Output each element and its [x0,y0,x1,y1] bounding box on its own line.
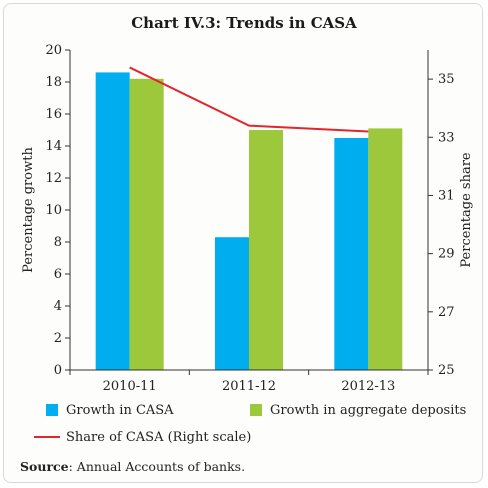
source-text: : Annual Accounts of banks. [68,459,246,474]
chart-frame: Chart IV.3: Trends in CASA 0 2 4 6 8 10 12 14 16… [3,3,483,483]
left-tick-label: 8 [54,235,62,250]
legend-item-deposits-swatch [250,404,262,416]
legend-item-casa-swatch [46,404,58,416]
source-note: Source: Annual Accounts of banks. [20,459,245,474]
bar-growth-casa [95,72,130,371]
bar-growth-deposits [129,78,164,371]
right-tick-label: 35 [438,72,455,87]
right-tick-label: 33 [438,130,455,145]
y2-axis-title: Percentage share [459,152,474,268]
right-tick-label: 31 [438,188,455,203]
legend: Growth in CASA Growth in aggregate deposi… [34,403,466,445]
legend-item-share-label: Share of CASA (Right scale) [66,430,251,445]
source-label: Source [20,459,69,474]
right-tick-label: 29 [438,247,455,262]
right-tick-label: 27 [438,305,455,320]
left-tick-label: 20 [45,43,62,58]
bar-growth-casa [334,138,369,370]
left-tick-label: 2 [54,331,62,346]
left-tick-label: 12 [45,171,62,186]
left-tick-label: 4 [54,299,62,314]
bars [95,72,403,371]
y-axis-title: Percentage growth [21,147,36,273]
x-tick-label: 2010-11 [103,379,157,394]
right-axis: 25 27 29 31 33 35 [427,50,455,378]
left-tick-label: 14 [45,139,62,154]
left-tick-label: 10 [45,203,62,218]
legend-item-casa-label: Growth in CASA [66,403,174,418]
left-axis: 0 2 4 6 8 10 12 14 16 18 20 [45,43,71,378]
x-tick-label: 2011-12 [222,379,276,394]
share-line [129,66,369,133]
bar-growth-deposits [368,128,403,370]
bar-growth-casa [215,237,249,370]
left-tick-label: 16 [45,107,62,122]
left-tick-label: 6 [54,267,62,282]
left-tick-label: 0 [54,363,62,378]
right-tick-label: 25 [438,363,455,378]
left-tick-label: 18 [45,75,62,90]
share-casa-line [129,66,369,133]
bar-growth-deposits [249,130,283,370]
x-axis: 2010-11 2011-12 2012-13 [69,369,429,394]
legend-item-deposits-label: Growth in aggregate deposits [270,403,466,418]
x-tick-label: 2012-13 [341,379,395,394]
chart-title: Chart IV.3: Trends in CASA [131,14,357,32]
